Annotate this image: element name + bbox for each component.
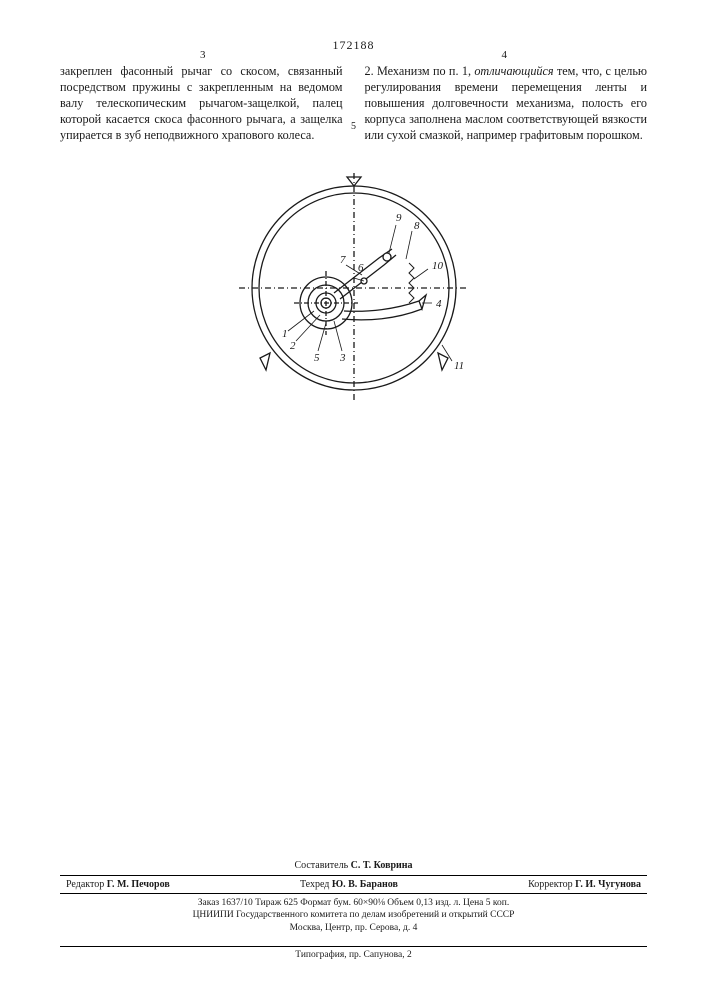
figure-label-4: 4 xyxy=(436,298,442,310)
figure-label-6: 6 xyxy=(358,262,364,274)
imprint-line-3: Москва, Центр, пр. Серова, д. 4 xyxy=(60,922,647,934)
figure-label-5: 5 xyxy=(314,352,320,364)
figure-label-9: 9 xyxy=(396,212,402,224)
document-number: 172188 xyxy=(60,38,647,53)
figure-label-1: 1 xyxy=(282,328,288,340)
compiler-name: С. Т. Коврина xyxy=(351,860,413,871)
editor-label: Редактор xyxy=(66,879,104,890)
text-columns: 3 4 5 закреплен фасонный рычаг со скосом… xyxy=(60,63,647,143)
imprint-line-1: Заказ 1637/10 Тираж 625 Формат бум. 60×9… xyxy=(60,897,647,909)
column-number-left: 3 xyxy=(200,49,206,61)
right-column: 2. Механизм по п. 1, отличающийся тем, ч… xyxy=(365,63,648,143)
editor-name: Г. М. Печоров xyxy=(107,879,170,890)
corrector-name: Г. И. Чугунова xyxy=(575,879,641,890)
left-column-text: закреплен фасонный рычаг со скосом, связ… xyxy=(60,64,343,142)
techred-label: Техред xyxy=(300,879,329,890)
figure-label-3: 3 xyxy=(339,352,346,364)
figure-label-10: 10 xyxy=(432,260,444,272)
typography-text: Типография, пр. Сапунова, 2 xyxy=(295,950,411,960)
column-number-right: 4 xyxy=(502,49,508,61)
typography-footer: Типография, пр. Сапунова, 2 xyxy=(60,944,647,960)
right-column-prefix: 2. Механизм по п. 1, xyxy=(365,64,475,78)
corrector-label: Корректор xyxy=(528,879,573,890)
compiler-label: Составитель xyxy=(294,860,348,871)
figure-label-11: 11 xyxy=(454,360,464,372)
figure-label-7: 7 xyxy=(340,254,346,266)
line-number-marker: 5 xyxy=(351,121,356,132)
footer-credits: Составитель С. Т. Коврина Редактор Г. М.… xyxy=(60,860,647,934)
techred-name: Ю. В. Баранов xyxy=(332,879,398,890)
left-column: закреплен фасонный рычаг со скосом, связ… xyxy=(60,63,343,143)
figure: 1 2 5 3 6 7 9 8 10 4 11 xyxy=(60,163,647,418)
figure-label-2: 2 xyxy=(290,340,296,352)
imprint-line-2: ЦНИИПИ Государственного комитета по дела… xyxy=(60,909,647,921)
figure-label-8: 8 xyxy=(414,220,420,232)
right-column-italic: отличающийся xyxy=(474,64,553,78)
